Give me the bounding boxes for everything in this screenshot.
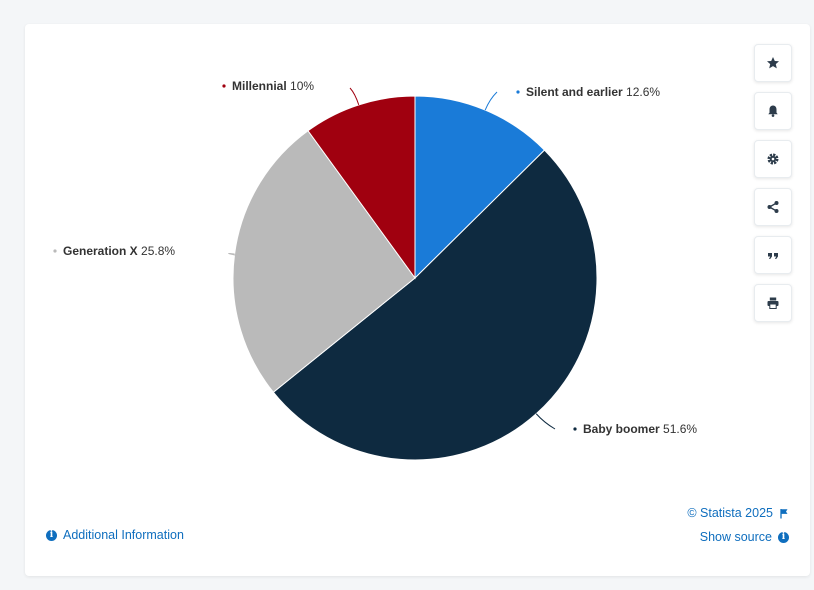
- legend-dot: [573, 427, 577, 431]
- quote-icon: [768, 253, 778, 259]
- data-label-value: 51.6%: [660, 422, 698, 436]
- data-label-value: 25.8%: [138, 244, 176, 258]
- copyright-label: © Statista 2025: [687, 506, 773, 520]
- info-icon: i: [46, 529, 57, 541]
- gear-icon: [767, 153, 779, 165]
- data-label: Generation X 25.8%: [63, 244, 175, 258]
- data-label-name: Silent and earlier: [526, 85, 623, 99]
- settings-button[interactable]: [754, 140, 792, 178]
- additional-information-label: Additional Information: [63, 528, 184, 542]
- chart-card: Silent and earlier 12.6% Baby boomer 51.6…: [25, 24, 810, 576]
- pie-slice-generation-x[interactable]: [232, 130, 416, 393]
- pie-slice-baby-boomer[interactable]: [272, 149, 598, 461]
- data-label-name: Millennial: [232, 79, 287, 93]
- cite-button[interactable]: [754, 236, 792, 274]
- additional-information-link[interactable]: i Additional Information: [46, 528, 184, 542]
- show-source-link[interactable]: Show source i: [700, 530, 789, 544]
- pie-slice-millennial[interactable]: [307, 95, 416, 280]
- chart-toolbar: [754, 44, 792, 332]
- connector-line: [349, 87, 360, 106]
- data-label-name: Generation X: [63, 244, 138, 258]
- connector-line: [535, 413, 556, 430]
- connector-line: [228, 252, 236, 256]
- data-label-value: 10%: [287, 79, 315, 93]
- data-label-name: Baby boomer: [583, 422, 660, 436]
- connector-line: [484, 91, 498, 111]
- info-icon: i: [778, 531, 789, 543]
- share-button[interactable]: [754, 188, 792, 226]
- bell-icon: [768, 105, 778, 117]
- data-label: Silent and earlier 12.6%: [526, 85, 660, 99]
- notification-button[interactable]: [754, 92, 792, 130]
- share-icon: [767, 201, 779, 213]
- statista-copyright-link[interactable]: © Statista 2025: [687, 506, 789, 520]
- print-icon: [767, 297, 779, 309]
- pie-slice-silent-and-earlier[interactable]: [414, 95, 546, 280]
- data-label: Baby boomer 51.6%: [583, 422, 697, 436]
- legend-dot: [516, 90, 520, 94]
- print-button[interactable]: [754, 284, 792, 322]
- pie-chart: Silent and earlier 12.6% Baby boomer 51.6…: [53, 79, 697, 461]
- data-label: Millennial 10%: [232, 79, 314, 93]
- legend-dot: [53, 249, 57, 253]
- show-source-label: Show source: [699, 530, 772, 544]
- flag-icon: [780, 508, 788, 518]
- favorite-button[interactable]: [754, 44, 792, 82]
- legend-dot: [222, 84, 226, 88]
- star-icon: [767, 57, 779, 69]
- data-label-value: 12.6%: [623, 85, 661, 99]
